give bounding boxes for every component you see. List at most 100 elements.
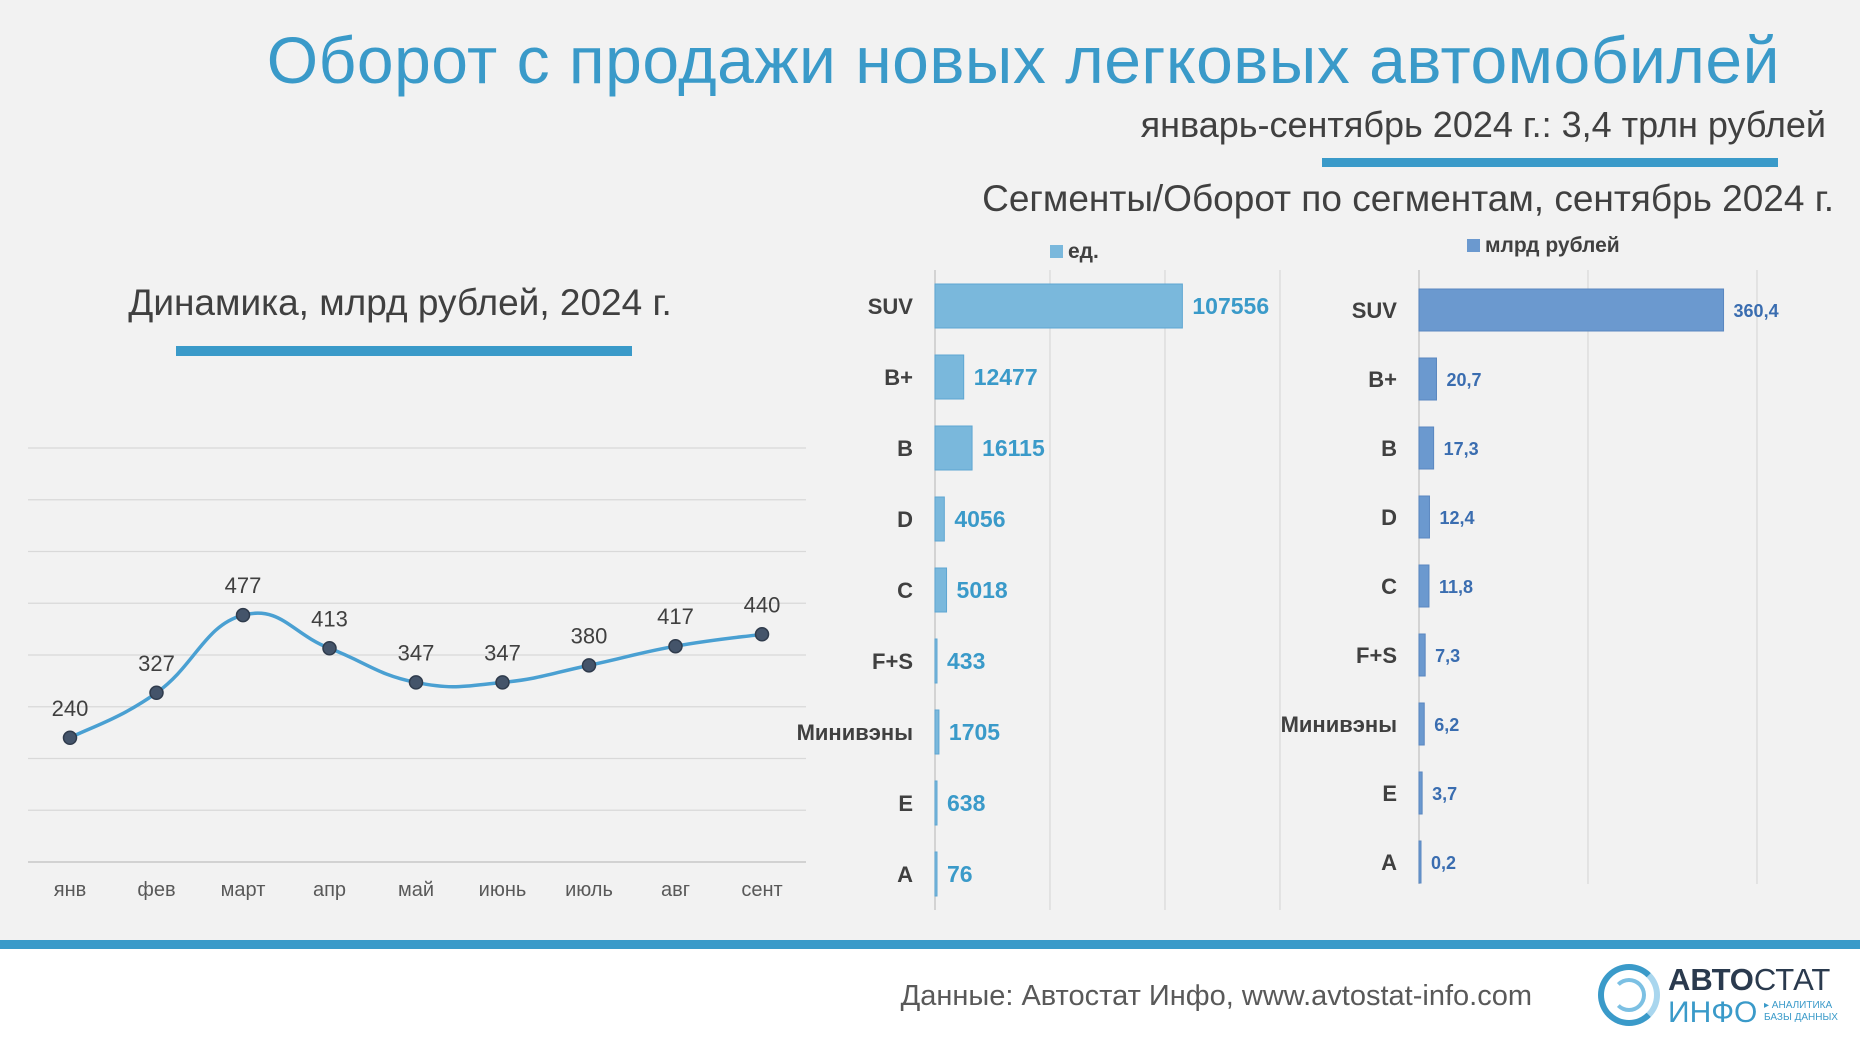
x-tick-label: авг [661,879,690,901]
bar [934,638,938,684]
bar [1418,771,1423,815]
data-label: 440 [744,592,781,617]
category-label: SUV [1352,298,1398,323]
value-label: 4056 [954,506,1005,532]
category-label: Минивэны [1281,712,1397,737]
dynamics-title: Динамика, млрд рублей, 2024 г. [128,282,672,323]
data-label: 347 [484,640,521,665]
data-point [235,607,251,623]
value-label: 17,3 [1444,439,1479,459]
value-label: 433 [947,648,985,674]
data-point [322,641,337,656]
data-point [149,685,164,701]
bar [1418,840,1422,884]
footer-divider [0,940,1860,949]
x-tick-label: июль [565,879,613,901]
slide-panel [0,0,1860,940]
bar [934,283,1183,329]
category-label: SUV [868,294,914,319]
bar [934,354,965,400]
segments-title: Сегменты/Оборот по сегментам, сентябрь 2… [982,178,1834,219]
category-label: F+S [1356,643,1397,668]
data-point [754,627,770,642]
logo-wordmark-top: АВТОСТАТ [1668,962,1830,998]
category-label: B [897,436,913,461]
data-label: 380 [571,623,608,648]
value-label: 360,4 [1734,301,1779,321]
category-label: B [1381,436,1397,461]
bar [934,425,973,471]
dynamics-title-underline [176,346,632,356]
category-label: E [1382,781,1397,806]
data-point [495,675,510,690]
x-tick-label: янв [54,879,87,901]
value-label: 12477 [974,364,1038,390]
x-tick-label: март [221,879,266,901]
value-label: 5018 [957,577,1008,603]
source-caption: Данные: Автостат Инфо, www.avtostat-info… [900,980,1532,1012]
category-label: B+ [1368,367,1397,392]
value-label: 12,4 [1439,508,1474,528]
value-label: 20,7 [1446,370,1481,390]
category-label: C [1381,574,1397,599]
logo-tagline-2: БАЗЫ ДАННЫХ [1764,1012,1838,1023]
category-label: Минивэны [797,720,913,745]
bar [1418,288,1725,332]
x-tick-label: сент [741,879,782,901]
subtitle-underline [1322,158,1778,167]
logo-ring-icon [1598,964,1660,1026]
bar [1418,702,1425,746]
category-label: E [898,791,913,816]
bar [1418,564,1430,608]
data-label: 347 [398,640,435,665]
bar [1418,426,1435,470]
category-label: D [1381,505,1397,530]
bar [934,780,938,826]
avtostat-logo: АВТОСТАТ ИНФО ▸ АНАЛИТИКА БАЗЫ ДАННЫХ [1598,962,1838,1030]
bar [934,496,945,542]
value-label: 638 [947,790,986,816]
value-label: 76 [947,861,973,887]
data-point [668,638,683,654]
logo-inner-ring-icon [1612,978,1646,1012]
dynamics-line-chart: 240 янв 327 фев 477 март 413 апр 347 май 347 июнь 38… [28,447,806,901]
legend-swatch [1467,239,1480,252]
logo-tagline: ▸ АНАЛИТИКА БАЗЫ ДАННЫХ [1764,1000,1838,1024]
bar [1418,357,1437,401]
page-subtitle: январь-сентябрь 2024 г.: 3,4 трлн рублей [1140,104,1826,145]
data-label: 413 [311,606,348,631]
bar [934,851,938,897]
category-label: C [897,578,913,603]
x-tick-label: май [398,879,434,901]
value-label: 1705 [949,719,1000,745]
data-label: 327 [138,651,175,676]
logo-wordmark-bottom: ИНФО [1668,996,1758,1029]
bar [934,709,940,755]
bar [1418,495,1430,539]
value-label: 11,8 [1439,577,1473,597]
data-label: 477 [225,573,262,598]
legend-swatch [1050,245,1063,258]
category-label: D [897,507,913,532]
category-label: F+S [872,649,913,674]
category-label: B+ [884,365,913,390]
category-label: A [897,862,913,887]
value-label: 107556 [1192,293,1269,319]
data-point [62,730,78,746]
legend-label: ед. [1068,240,1099,263]
x-tick-label: апр [313,879,346,901]
value-label: 16115 [982,435,1045,461]
data-point [408,675,424,690]
revenue-bar-chart: млрд рублей SUV 360,4 B+ 20,7 B 17,3 D 12,4 C 11,8… [1281,234,1779,884]
bar [934,567,948,613]
bar [1418,633,1426,677]
value-label: 6,2 [1434,715,1459,735]
category-label: A [1381,850,1397,875]
x-tick-label: июнь [479,879,527,901]
value-label: 3,7 [1432,784,1457,804]
units-bar-chart: ед. SUV 107556 B+ 12477 B 16115 D 4056 C 5018 F+S 43… [797,240,1281,910]
logo-word-stat: СТАТ [1753,962,1831,997]
page-title: Оборот с продажи новых легковых автомоби… [266,23,1780,97]
data-label: 240 [52,696,89,721]
logo-word-avto: АВТО [1668,962,1754,997]
